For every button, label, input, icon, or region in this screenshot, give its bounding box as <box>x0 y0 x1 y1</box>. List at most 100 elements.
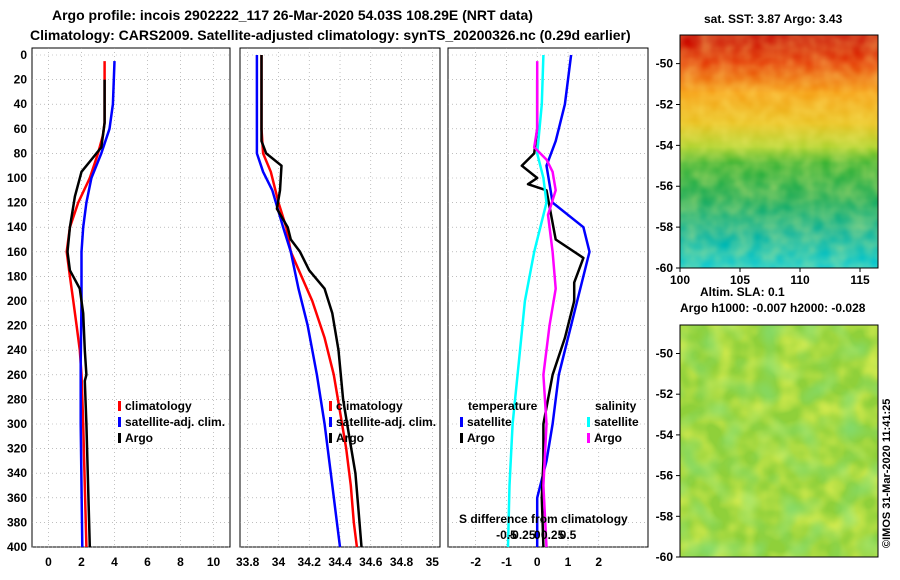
map-y-tick-label: -54 <box>656 138 674 152</box>
legend-swatch-temp-argo <box>460 433 463 443</box>
depth-axis: 0 20 40 60 80 100 120 140 160 180 200 220 240 260 280 3… <box>7 48 27 554</box>
depth-tick-label: 200 <box>7 294 27 308</box>
sla-map-subtitle: Argo h1000: -0.007 h2000: -0.028 <box>680 301 866 315</box>
x-tick-label: 34.2 <box>298 555 322 569</box>
map-x-tick-label: 115 <box>850 273 870 287</box>
x-tick-label: 33.8 <box>236 555 260 569</box>
legend-label-satellite-adj: satellite-adj. clim. <box>125 415 225 429</box>
depth-tick-label: 340 <box>7 466 27 480</box>
x-tick-label: 34.8 <box>390 555 414 569</box>
profile-line-salinity-satellite <box>506 54 548 548</box>
profile-line-climatology <box>260 55 359 548</box>
sst-map[interactable] <box>679 34 879 269</box>
legend-swatch-sal-argo <box>587 433 590 443</box>
salinity-x-axis: 33.8 34 34.2 34.4 34.6 34.8 35 <box>236 555 439 569</box>
difference-profiles <box>506 54 591 548</box>
sst-map-x-axis: 100 105 110 115 <box>670 268 870 287</box>
sst-map-title: sat. SST: 3.87 Argo: 3.43 <box>704 12 843 26</box>
depth-tick-label: 320 <box>7 442 27 456</box>
legend-swatch-satellite-adj <box>329 417 332 427</box>
depth-tick-label: 120 <box>7 196 27 210</box>
depth-tick-label: 220 <box>7 319 27 333</box>
temperature-panel-frame <box>31 47 231 548</box>
temperature-gridlines <box>32 48 230 548</box>
depth-tick-label: 0 <box>20 48 27 62</box>
depth-tick-label: 60 <box>14 122 28 136</box>
s-difference-tick-label: -0.25 <box>508 528 536 542</box>
depth-tick-label: 40 <box>14 97 28 111</box>
temperature-x-axis: 0 2 4 6 8 10 <box>45 555 220 569</box>
x-tick-label: 1 <box>565 555 572 569</box>
depth-tick-label: 80 <box>14 146 28 160</box>
s-difference-tick-label: 0.25 <box>541 528 565 542</box>
map-y-tick-label: -56 <box>656 179 674 193</box>
salinity-profiles <box>255 55 363 548</box>
temperature-profiles <box>65 61 116 548</box>
map-y-tick-label: -58 <box>656 220 674 234</box>
x-tick-label: -2 <box>470 555 481 569</box>
profile-line-temperature-argo <box>520 79 585 548</box>
legend-label-climatology: climatology <box>336 399 403 413</box>
depth-tick-label: 380 <box>7 515 27 529</box>
legend-label-argo: Argo <box>125 431 153 445</box>
depth-tick-label: 180 <box>7 269 27 283</box>
map-y-tick-label: -56 <box>656 469 674 483</box>
sla-map-y-axis: -50 -52 -54 -56 -58 -60 <box>656 346 680 564</box>
profile-line-satellite-adj-clim- <box>255 55 342 548</box>
map-x-tick-label: 105 <box>730 273 750 287</box>
x-tick-label: 34.6 <box>359 555 383 569</box>
map-y-tick-label: -58 <box>656 509 674 523</box>
sst-map-frame <box>679 34 879 269</box>
profile-line-argo <box>66 79 106 548</box>
sla-map[interactable] <box>679 324 879 558</box>
s-difference-label: S difference from climatology <box>459 512 628 526</box>
legend-label-climatology: climatology <box>125 399 192 413</box>
figure-title-line2: Climatology: CARS2009. Satellite-adjuste… <box>30 27 631 43</box>
depth-tick-label: 100 <box>7 171 27 185</box>
x-tick-label: 34.4 <box>328 555 352 569</box>
salinity-panel-frame <box>239 47 441 548</box>
sla-map-title: Altim. SLA: 0.1 <box>700 285 785 299</box>
profile-line-salinity-argo <box>532 61 557 548</box>
salinity-legend: climatology satellite-adj. clim. Argo <box>329 399 436 445</box>
depth-tick-label: 280 <box>7 392 27 406</box>
x-tick-label: 2 <box>595 555 602 569</box>
map-y-tick-label: -60 <box>656 550 674 564</box>
difference-panel-frame <box>447 47 649 548</box>
map-y-tick-label: -52 <box>656 387 674 401</box>
legend-title-temperature: temperature <box>468 399 538 413</box>
map-y-tick-label: -50 <box>656 57 674 71</box>
figure-title-line1: Argo profile: incois 2902222_117 26-Mar-… <box>52 7 533 23</box>
depth-tick-label: 400 <box>7 540 27 554</box>
map-y-tick-label: -52 <box>656 97 674 111</box>
s-difference-tick-label: 0 <box>534 528 541 542</box>
profile-line-argo <box>260 55 363 548</box>
legend-swatch-satellite-adj <box>118 417 121 427</box>
x-tick-label: 4 <box>111 555 118 569</box>
sla-map-frame <box>679 324 879 558</box>
legend-label-temp-argo: Argo <box>467 431 495 445</box>
legend-label-satellite-adj: satellite-adj. clim. <box>336 415 436 429</box>
sla-map-texture-low <box>680 325 878 557</box>
difference-legend: temperature satellite Argo salinity sate… <box>460 399 639 445</box>
map-x-tick-label: 110 <box>790 273 810 287</box>
legend-label-sal-satellite: satellite <box>594 415 639 429</box>
depth-tick-label: 360 <box>7 491 27 505</box>
legend-swatch-climatology <box>329 401 332 411</box>
sst-map-y-axis: -50 -52 -54 -56 -58 -60 <box>656 57 680 275</box>
x-tick-label: 10 <box>207 555 221 569</box>
legend-swatch-temp-satellite <box>460 417 463 427</box>
x-tick-label: 35 <box>426 555 440 569</box>
legend-label-sal-argo: Argo <box>594 431 622 445</box>
x-tick-label: 6 <box>144 555 151 569</box>
depth-tick-label: 160 <box>7 245 27 259</box>
imos-credit: ©IMOS 31-Mar-2020 11:41:25 <box>881 399 893 548</box>
legend-swatch-argo <box>118 433 121 443</box>
depth-tick-label: 300 <box>7 417 27 431</box>
legend-swatch-argo <box>329 433 332 443</box>
map-y-tick-label: -54 <box>656 428 674 442</box>
map-x-tick-label: 100 <box>670 273 690 287</box>
sst-map-texture <box>680 35 878 268</box>
x-tick-label: 0 <box>45 555 52 569</box>
